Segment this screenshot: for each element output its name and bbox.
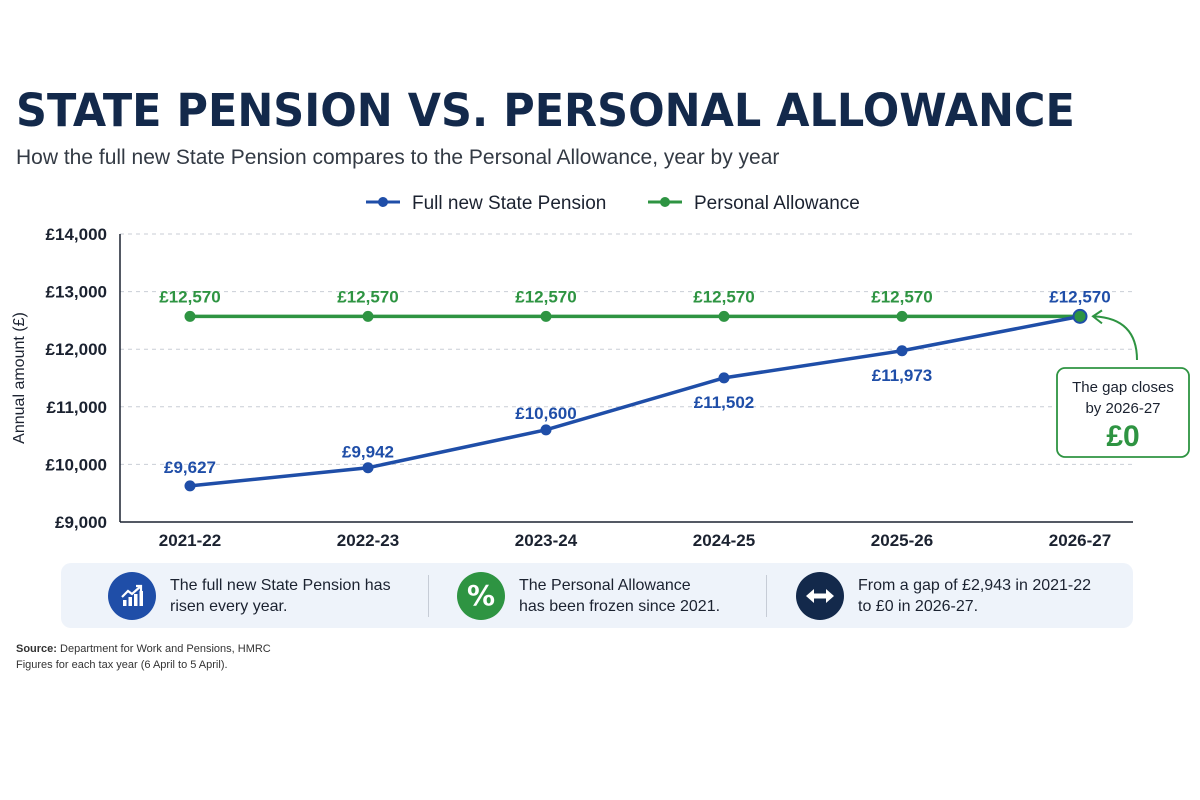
- data-label-personal-allowance: £12,570: [337, 287, 398, 306]
- percent-icon: %: [457, 571, 505, 620]
- rising-chart-icon: [108, 571, 156, 620]
- data-label-personal-allowance: £12,570: [159, 287, 220, 306]
- annotation-arrowhead: [1091, 309, 1103, 325]
- data-label-personal-allowance: £12,570: [693, 287, 754, 306]
- chart-title: STATE PENSION VS. PERSONAL ALLOWANCE: [16, 84, 1075, 137]
- info-line: risen every year.: [170, 597, 288, 615]
- data-label-state-pension: £9,942: [342, 443, 394, 462]
- line-chart: £9,000 £10,000 £11,000 £12,000 £13,000 £14,00…: [11, 193, 1190, 550]
- divider: [766, 575, 767, 617]
- data-label-personal-allowance: £12,570: [871, 287, 932, 306]
- info-strip: The full new State Pension has risen eve…: [61, 563, 1133, 628]
- annotation-value: £0: [1106, 420, 1139, 453]
- info-line: The Personal Allowance: [519, 576, 691, 594]
- x-tick-label: 2021-22: [159, 531, 221, 550]
- data-point-state-pension: [540, 424, 552, 436]
- y-tick-label: £10,000: [46, 455, 107, 474]
- source-footnote: Figures for each tax year (6 April to 5 …: [16, 659, 228, 671]
- legend-marker: [660, 197, 670, 207]
- data-point-state-pension: [362, 462, 374, 474]
- data-point-state-pension: [896, 345, 908, 357]
- data-point-personal-allowance: [718, 310, 730, 322]
- data-point-state-pension: [184, 480, 196, 492]
- data-point-personal-allowance: [362, 310, 374, 322]
- source-note: Source: Department for Work and Pensions…: [16, 641, 271, 673]
- annotation-text: The gap closes: [1072, 379, 1174, 396]
- data-point-personal-allowance: [184, 310, 196, 322]
- x-tick-label: 2026-27: [1049, 531, 1111, 550]
- data-point-personal-allowance: [896, 310, 908, 322]
- legend-label-state-pension: Full new State Pension: [412, 193, 606, 214]
- double-arrow-icon: [796, 571, 844, 620]
- x-tick-label: 2023-24: [515, 531, 578, 550]
- source-label: Source:: [16, 643, 57, 655]
- x-tick-label: 2025-26: [871, 531, 933, 550]
- info-line: to £0 in 2026-27.: [858, 597, 979, 615]
- annotation-arrow: [1093, 315, 1138, 361]
- info-line: The full new State Pension has: [170, 576, 391, 594]
- series-line-state-pension: [189, 314, 1081, 488]
- annotation-box: [1056, 367, 1190, 458]
- data-point-personal-allowance: [540, 310, 552, 322]
- data-label-state-pension: £9,627: [164, 458, 216, 477]
- data-label-state-pension: £11,502: [694, 393, 755, 412]
- info-item-allowance-frozen: % The Personal Allowance has been frozen…: [457, 563, 720, 628]
- annotation-text: by 2026-27: [1085, 400, 1160, 417]
- info-item-pension-rise: The full new State Pension has risen eve…: [108, 563, 391, 628]
- data-label-state-pension: £11,973: [872, 366, 933, 385]
- y-tick-label: £12,000: [46, 340, 107, 359]
- divider: [428, 575, 429, 617]
- info-line: has been frozen since 2021.: [519, 597, 721, 615]
- y-axis-title: Annual amount (£): [11, 312, 28, 444]
- y-tick-label: £13,000: [46, 283, 107, 302]
- legend-marker: [378, 197, 388, 207]
- info-item-gap: From a gap of £2,943 in 2021-22 to £0 in…: [796, 563, 1091, 628]
- source-text: Department for Work and Pensions, HMRC: [60, 643, 271, 655]
- y-tick-label: £9,000: [55, 513, 107, 532]
- x-tick-label: 2024-25: [693, 531, 755, 550]
- legend-label-personal-allowance: Personal Allowance: [694, 193, 860, 214]
- x-tick-label: 2022-23: [337, 531, 399, 550]
- data-label-personal-allowance: £12,570: [1049, 287, 1110, 306]
- data-point-state-pension: [718, 372, 730, 384]
- y-tick-label: £11,000: [46, 398, 107, 417]
- info-line: From a gap of £2,943 in 2021-22: [858, 576, 1092, 594]
- chart-subtitle: How the full new State Pension compares …: [16, 146, 780, 169]
- data-point-state-pension: [1077, 313, 1083, 320]
- data-label-personal-allowance: £12,570: [515, 287, 576, 306]
- data-label-state-pension: £10,600: [515, 404, 576, 423]
- y-tick-label: £14,000: [46, 225, 107, 244]
